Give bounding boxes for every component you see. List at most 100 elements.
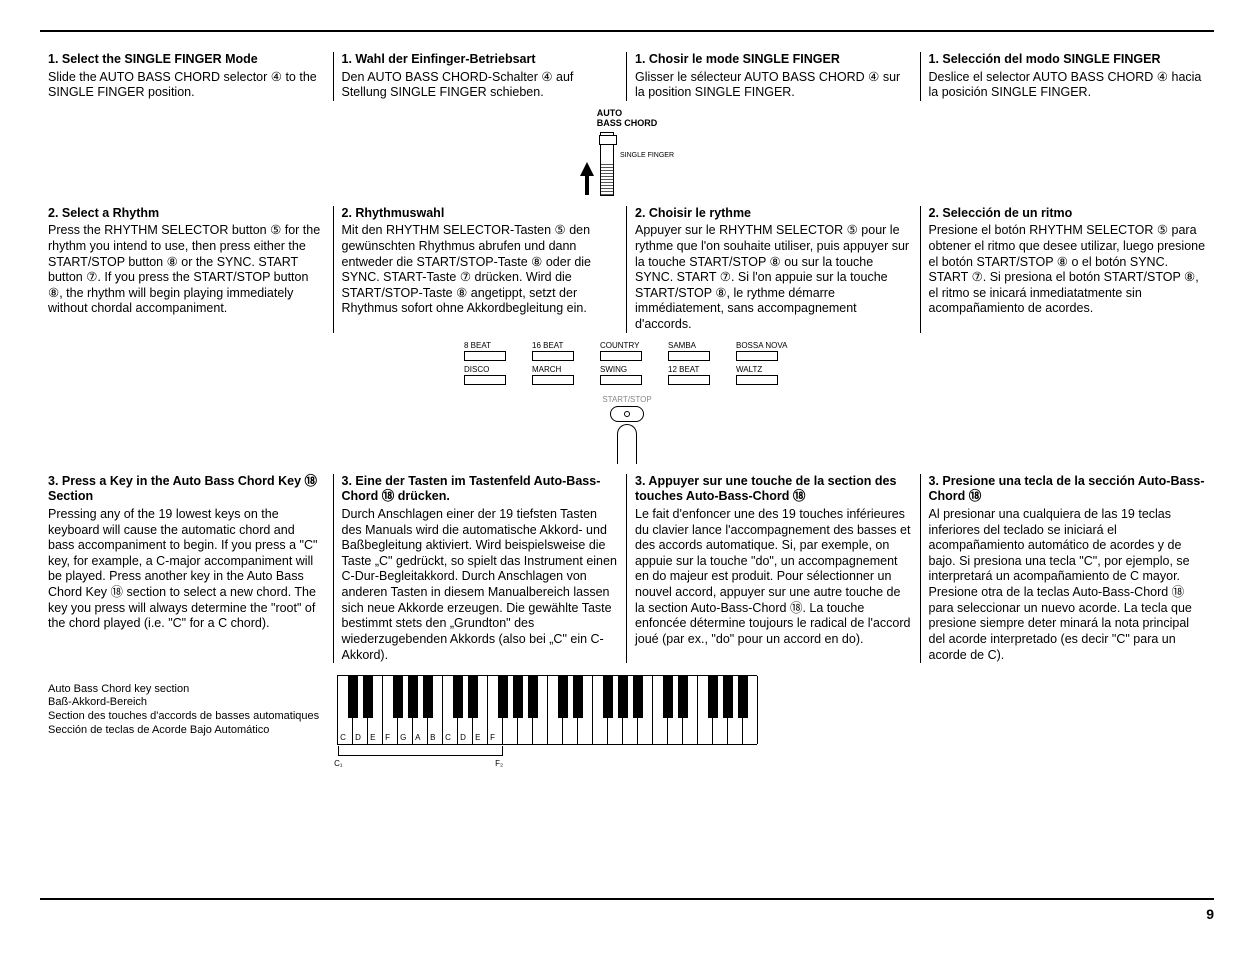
key-label: E	[475, 733, 480, 742]
keyboard-row: Auto Bass Chord key section Baß-Akkord-B…	[40, 675, 1214, 745]
heading: 2. Choisir le rythme	[635, 206, 912, 222]
rhythm-label: COUNTRY	[600, 341, 639, 350]
rhythm-btn-graphic	[668, 351, 710, 361]
key-label: C	[445, 733, 451, 742]
page-number: 9	[1206, 906, 1214, 922]
black-key	[603, 676, 613, 718]
keyboard-captions: Auto Bass Chord key section Baß-Akkord-B…	[48, 683, 319, 738]
rhythm-btn-graphic	[736, 375, 778, 385]
black-key	[678, 676, 688, 718]
black-key	[453, 676, 463, 718]
col-es-2: 2. Selección de un ritmo Presione el bot…	[921, 206, 1215, 333]
body: Durch Anschlagen einer der 19 tiefsten T…	[342, 507, 617, 662]
black-key	[423, 676, 433, 718]
rhythm-label: MARCH	[532, 365, 561, 374]
section-3-row: 3. Press a Key in the Auto Bass Chord Ke…	[40, 474, 1214, 664]
rhythm-btn-graphic	[464, 351, 506, 361]
black-key	[558, 676, 568, 718]
key-label: A	[415, 733, 420, 742]
key-label: F	[490, 733, 495, 742]
col-fr-1: 1. Chosir le mode SINGLE FINGER Glisser …	[627, 52, 921, 101]
rhythm-btn-graphic	[668, 375, 710, 385]
black-key	[408, 676, 418, 718]
rhythm-button: SAMBA	[668, 341, 722, 361]
heading: 1. Wahl der Einfinger-Betriebsart	[342, 52, 619, 68]
rhythm-btn-graphic	[464, 375, 506, 385]
col-de-2: 2. Rhythmuswahl Mit den RHYTHM SELECTOR-…	[334, 206, 628, 333]
col-es-3: 3. Presione una tecla de la sección Auto…	[921, 474, 1215, 664]
rhythm-label: SAMBA	[668, 341, 696, 350]
col-fr-3: 3. Appuyer sur une touche de la section …	[627, 474, 921, 664]
bracket-left-label: C₁	[334, 759, 342, 768]
black-key	[573, 676, 583, 718]
rhythm-label: WALTZ	[736, 365, 762, 374]
slider-track	[600, 132, 614, 196]
body: Den AUTO BASS CHORD-Schalter ④ auf Stell…	[342, 70, 574, 100]
body: Presione el botón RHYTHM SELECTOR ⑤ para…	[929, 223, 1206, 315]
rhythm-button: 12 BEAT	[668, 365, 722, 385]
body: Pressing any of the 19 lowest keys on th…	[48, 507, 317, 630]
finger-icon	[617, 424, 637, 464]
heading: 2. Selección de un ritmo	[929, 206, 1207, 222]
slider-top2: BASS CHORD	[597, 118, 658, 128]
rhythm-btn-graphic	[532, 375, 574, 385]
key-label: D	[460, 733, 466, 742]
rhythm-btn-graphic	[736, 351, 778, 361]
key-label: D	[355, 733, 361, 742]
black-key	[708, 676, 718, 718]
arrow-up-icon	[580, 162, 594, 176]
kb-cap-es: Sección de teclas de Acorde Bajo Automát…	[48, 724, 319, 738]
slider-diagram: AUTO BASS CHORD SINGLE FINGER	[40, 109, 1214, 196]
key-label: B	[430, 733, 435, 742]
black-key	[663, 676, 673, 718]
black-key	[618, 676, 628, 718]
black-key	[633, 676, 643, 718]
rhythm-label: SWING	[600, 365, 627, 374]
heading: 3. Presione una tecla de la sección Auto…	[929, 474, 1207, 505]
kb-cap-de: Baß-Akkord-Bereich	[48, 696, 319, 710]
kb-cap-fr: Section des touches d'accords de basses …	[48, 710, 319, 724]
rhythm-label: 16 BEAT	[532, 341, 563, 350]
rhythm-button: 8 BEAT	[464, 341, 518, 361]
black-key	[513, 676, 523, 718]
black-key	[528, 676, 538, 718]
press-label: START/STOP	[602, 395, 651, 404]
slider-top: AUTO	[597, 108, 622, 118]
body: Slide the AUTO BASS CHORD selector ④ to …	[48, 70, 317, 100]
slider-knob	[599, 135, 617, 145]
rhythm-button: SWING	[600, 365, 654, 385]
black-key	[393, 676, 403, 718]
body: Glisser le sélecteur AUTO BASS CHORD ④ s…	[635, 70, 900, 100]
bracket-right-label: F₂	[495, 759, 503, 768]
col-de-3: 3. Eine der Tasten im Tastenfeld Auto-Ba…	[334, 474, 628, 664]
heading: 2. Select a Rhythm	[48, 206, 325, 222]
kb-cap-en: Auto Bass Chord key section	[48, 683, 319, 697]
black-key	[468, 676, 478, 718]
section-1-row: 1. Select the SINGLE FINGER Mode Slide t…	[40, 52, 1214, 101]
rhythm-button: 16 BEAT	[532, 341, 586, 361]
body: Mit den RHYTHM SELECTOR-Tasten ⑤ den gew…	[342, 223, 592, 315]
rhythm-btn-graphic	[600, 351, 642, 361]
rhythm-button: BOSSA NOVA	[736, 341, 790, 361]
key-label: G	[400, 733, 406, 742]
key-label: C	[340, 733, 346, 742]
rhythm-label: 8 BEAT	[464, 341, 491, 350]
col-en-2: 2. Select a Rhythm Press the RHYTHM SELE…	[40, 206, 334, 333]
heading: 3. Eine der Tasten im Tastenfeld Auto-Ba…	[342, 474, 619, 505]
col-fr-2: 2. Choisir le rythme Appuyer sur le RHYT…	[627, 206, 921, 333]
heading: 1. Selección del modo SINGLE FINGER	[929, 52, 1207, 68]
slider-side-label: SINGLE FINGER	[620, 152, 674, 159]
body: Al presionar una cualquiera de las 19 te…	[929, 507, 1192, 662]
section-2-row: 2. Select a Rhythm Press the RHYTHM SELE…	[40, 206, 1214, 333]
heading: 2. Rhythmuswahl	[342, 206, 619, 222]
rhythm-label: 12 BEAT	[668, 365, 699, 374]
heading: 3. Press a Key in the Auto Bass Chord Ke…	[48, 474, 325, 505]
body: Press the RHYTHM SELECTOR button ⑤ for t…	[48, 223, 320, 315]
heading: 1. Chosir le mode SINGLE FINGER	[635, 52, 912, 68]
col-en-3: 3. Press a Key in the Auto Bass Chord Ke…	[40, 474, 334, 664]
rhythm-btn-graphic	[532, 351, 574, 361]
rhythm-button: DISCO	[464, 365, 518, 385]
rhythm-btn-graphic	[600, 375, 642, 385]
black-key	[363, 676, 373, 718]
keyboard-diagram: C₁ F₂ CDEFGABCDEF	[337, 675, 757, 745]
